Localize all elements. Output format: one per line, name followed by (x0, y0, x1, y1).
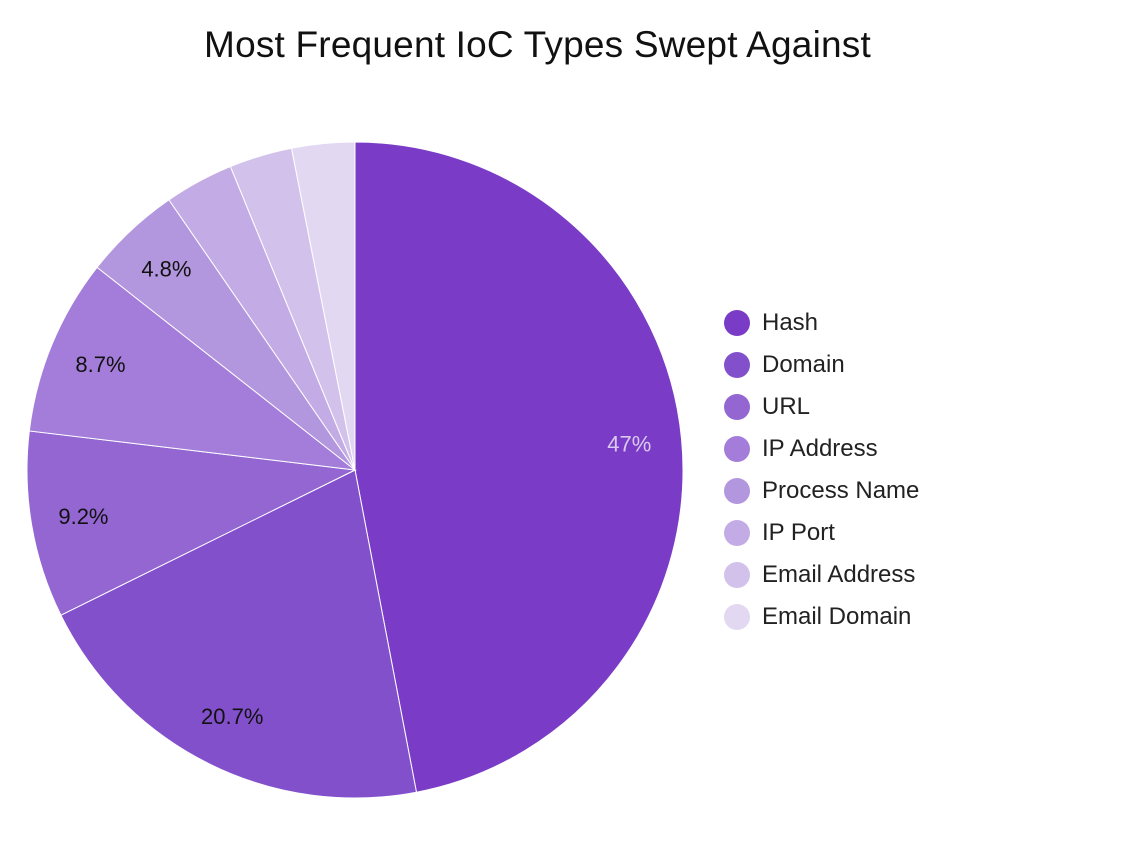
slice-label-hash: 47% (607, 432, 651, 457)
legend-swatch (724, 562, 750, 588)
chart-title: Most Frequent IoC Types Swept Against (204, 24, 871, 65)
legend-swatch (724, 520, 750, 546)
legend-swatch (724, 394, 750, 420)
legend-item-email-address: Email Address (724, 554, 919, 596)
legend-label: Email Domain (762, 603, 912, 630)
legend-swatch (724, 478, 750, 504)
legend-label: Email Address (762, 561, 916, 588)
slice-label-url: 9.2% (58, 504, 108, 529)
legend-item-ip-port: IP Port (724, 512, 919, 554)
pie-slice-url (26, 430, 357, 616)
legend-label: IP Port (762, 519, 835, 546)
legend-item-process-name: Process Name (724, 470, 919, 512)
legend-label: Hash (762, 309, 819, 336)
legend-item-email-domain: Email Domain (724, 596, 919, 638)
legend-swatch (724, 310, 750, 336)
pie-slice-email-domain (290, 141, 356, 471)
legend-item-hash: Hash (724, 302, 919, 344)
pie-slice-labels: 47% 20.7% 9.2% 8.7% 4.8% (58, 257, 651, 730)
pie-slice-domain (60, 469, 418, 799)
legend-label: IP Address (762, 435, 878, 462)
legend: Hash Domain URL IP Address Process Name IP Po… (724, 302, 919, 638)
pie-slice-hash (354, 141, 684, 793)
legend-label: URL (762, 393, 811, 420)
pie-slices (26, 141, 684, 799)
slice-label-ip-address: 8.7% (75, 352, 125, 377)
slice-label-domain: 20.7% (201, 704, 263, 729)
legend-item-ip-address: IP Address (724, 428, 919, 470)
legend-swatch (724, 352, 750, 378)
legend-item-url: URL (724, 386, 919, 428)
legend-swatch (724, 604, 750, 630)
legend-item-domain: Domain (724, 344, 919, 386)
legend-swatch (724, 436, 750, 462)
pie-slice-ip-address (28, 266, 357, 471)
slice-label-process-name: 4.8% (141, 257, 191, 282)
legend-label: Process Name (762, 477, 920, 504)
legend-label: Domain (762, 351, 845, 378)
